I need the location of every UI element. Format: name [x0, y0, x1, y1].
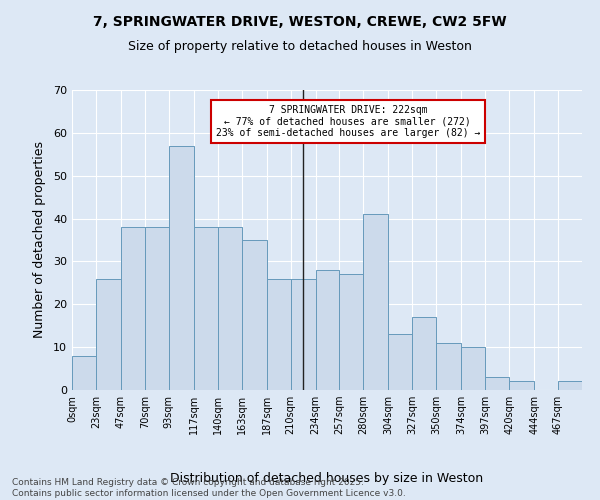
Bar — [290, 278, 316, 390]
Bar — [169, 146, 194, 390]
Bar — [266, 278, 290, 390]
Bar — [72, 356, 96, 390]
Bar — [340, 274, 364, 390]
Bar — [96, 278, 121, 390]
Y-axis label: Number of detached properties: Number of detached properties — [33, 142, 46, 338]
Bar — [509, 382, 534, 390]
Text: Distribution of detached houses by size in Weston: Distribution of detached houses by size … — [170, 472, 484, 485]
Bar — [364, 214, 388, 390]
Bar — [461, 347, 485, 390]
Text: Contains HM Land Registry data © Crown copyright and database right 2025.
Contai: Contains HM Land Registry data © Crown c… — [12, 478, 406, 498]
Bar — [436, 343, 461, 390]
Bar — [145, 227, 169, 390]
Bar — [121, 227, 145, 390]
Bar — [242, 240, 266, 390]
Bar — [194, 227, 218, 390]
Bar — [316, 270, 340, 390]
Bar — [485, 377, 509, 390]
Bar — [558, 382, 582, 390]
Bar — [412, 317, 436, 390]
Text: Size of property relative to detached houses in Weston: Size of property relative to detached ho… — [128, 40, 472, 53]
Bar — [218, 227, 242, 390]
Text: 7 SPRINGWATER DRIVE: 222sqm
← 77% of detached houses are smaller (272)
23% of se: 7 SPRINGWATER DRIVE: 222sqm ← 77% of det… — [215, 105, 480, 138]
Text: 7, SPRINGWATER DRIVE, WESTON, CREWE, CW2 5FW: 7, SPRINGWATER DRIVE, WESTON, CREWE, CW2… — [93, 15, 507, 29]
Bar — [388, 334, 412, 390]
